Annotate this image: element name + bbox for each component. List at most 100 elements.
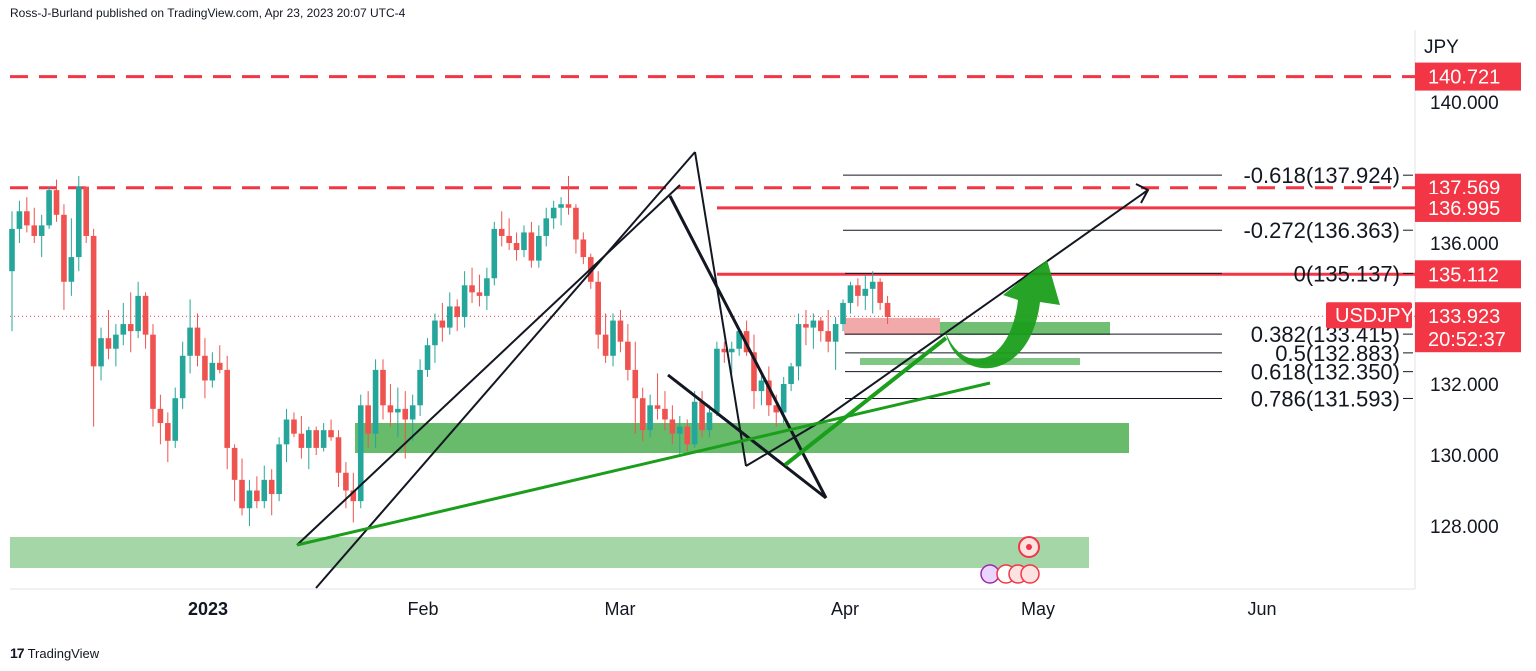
last-price-label: 133.923 [1428, 306, 1500, 328]
candle-body [224, 369, 230, 448]
trendline-green [783, 336, 948, 467]
candle-body [142, 295, 149, 335]
candle-body [461, 285, 468, 318]
candle-body [491, 228, 498, 279]
x-tick-label: Mar [605, 599, 636, 619]
candle-body [469, 285, 475, 293]
trendline-green [296, 381, 991, 547]
candle-body [558, 204, 564, 208]
candle-body [446, 306, 453, 328]
candle-body [810, 320, 817, 328]
candle-body [869, 281, 876, 289]
candle-body [832, 324, 839, 342]
candle-body [350, 490, 357, 502]
x-tick-label: 2023 [188, 599, 228, 619]
candle-body [736, 331, 742, 349]
candle-body [521, 232, 527, 251]
flag-icon[interactable] [1020, 564, 1040, 584]
candle-body [254, 490, 260, 502]
candle-body [291, 419, 297, 434]
candle-body [817, 320, 824, 332]
candle-body [387, 405, 394, 413]
event-icon-dot [1026, 544, 1032, 550]
candle-body [83, 186, 89, 236]
candle-body [276, 444, 282, 495]
candle-body [862, 288, 869, 296]
candle-body [424, 345, 431, 370]
drawings-layer [296, 151, 1150, 589]
candle-body [610, 320, 616, 356]
candle-body [261, 479, 268, 502]
candle-body [669, 419, 676, 434]
footer-brand[interactable]: TradingView [27, 645, 100, 661]
fib-label: 0.618(132.350) [1251, 360, 1400, 385]
candle-body [209, 362, 216, 381]
candle-body [728, 348, 735, 353]
candle-body [543, 218, 550, 236]
y-axis-ticks: 140.000 136.000 132.000 130.000 128.000 [1430, 93, 1499, 538]
candle-body [647, 405, 653, 431]
candle-body [105, 338, 112, 349]
fib-label: 0.5(132.883) [1275, 341, 1400, 366]
fib-layer: -0.618(137.924) -0.272(136.363) 0(135.137)… [843, 163, 1413, 411]
candle-body [780, 384, 787, 413]
candle-body [127, 324, 134, 332]
candle-body [402, 408, 409, 420]
support-zone-low [10, 537, 1089, 568]
arrow-head [1135, 183, 1150, 204]
candle-body [662, 408, 668, 420]
candle-body [298, 433, 305, 448]
candle-body [454, 306, 460, 318]
candle-body [721, 348, 728, 353]
currency-label: JPY [1424, 37, 1459, 58]
candle-body [9, 228, 15, 272]
tradingview-logo-icon[interactable]: 17 [10, 645, 25, 661]
candle-body [840, 302, 846, 325]
candle-body [580, 239, 587, 258]
candle-body [758, 380, 765, 392]
y-tick-label: 128.000 [1430, 517, 1499, 538]
candle-body [602, 334, 609, 356]
y-tick-label: 136.000 [1430, 234, 1499, 255]
candles-layer [9, 176, 891, 526]
candle-body [335, 437, 342, 473]
fib-label: 0.786(131.593) [1251, 386, 1400, 411]
candle-body [157, 408, 164, 424]
candle-body [231, 447, 238, 480]
candle-body [699, 401, 705, 431]
event-icons[interactable] [980, 536, 1040, 584]
wedge-line-upper [668, 195, 828, 499]
trendline-arrow [814, 189, 1149, 426]
candle-body [409, 405, 416, 420]
bullish-arrow-icon [945, 260, 1060, 369]
candle-body [877, 281, 883, 303]
x-tick-label: Jun [1247, 599, 1276, 619]
candle-body [595, 281, 601, 335]
x-tick-label: May [1021, 599, 1055, 619]
candle-body [194, 327, 201, 356]
candle-body [113, 334, 119, 349]
candle-body [417, 369, 423, 406]
candle-body [90, 235, 97, 367]
candle-body [246, 490, 253, 509]
candle-body [513, 243, 520, 251]
wedge-line-lower [667, 373, 827, 500]
candle-body [476, 292, 483, 296]
fib-label: 0(135.137) [1294, 261, 1400, 286]
trendline-black [315, 151, 696, 589]
candle-body [268, 479, 275, 495]
candle-body [16, 211, 23, 229]
candle-body [46, 190, 52, 226]
candle-body [565, 204, 572, 208]
candle-body [53, 190, 60, 215]
candle-body [498, 228, 505, 236]
candle-body [847, 285, 854, 303]
candle-body [884, 302, 891, 318]
candle-body [706, 412, 713, 431]
price-tag-label: 140.721 [1428, 67, 1500, 89]
candle-body [573, 207, 579, 240]
symbol-tag-label: USDJPY [1335, 305, 1414, 327]
candle-body [617, 320, 624, 342]
candle-body [31, 225, 38, 236]
